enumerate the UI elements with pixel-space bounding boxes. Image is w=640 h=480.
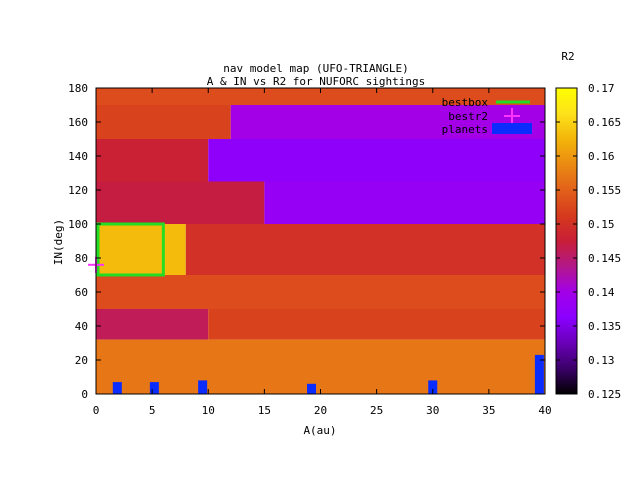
heatmap-cell [96, 224, 186, 275]
legend-label-planets: planets [442, 123, 488, 136]
colorbar-tick-label: 0.16 [588, 150, 615, 163]
y-tick-label: 0 [81, 388, 88, 401]
y-tick-label: 140 [68, 150, 88, 163]
heatmap-cell [96, 275, 545, 309]
y-tick-label: 100 [68, 218, 88, 231]
colorbar: R2 0.1250.130.1350.140.1450.150.1550.160… [555, 50, 621, 401]
planet-bar [112, 382, 122, 394]
heatmap-cell [96, 181, 265, 224]
x-axis-label: A(au) [303, 424, 336, 437]
heatmap-cell [264, 181, 545, 224]
x-tick-label: 15 [258, 404, 271, 417]
planet-bar [534, 354, 544, 394]
planet-bar [428, 380, 438, 394]
y-tick-label: 80 [75, 252, 88, 265]
y-axis-label: IN(deg) [52, 219, 65, 265]
colorbar-tick-label: 0.165 [588, 116, 621, 129]
x-tick-label: 10 [202, 404, 215, 417]
colorbar-tick-label: 0.17 [588, 82, 615, 95]
planet-bar [149, 382, 159, 394]
x-tick-label: 5 [149, 404, 156, 417]
heatmap-cells [96, 88, 546, 394]
heatmap-cell [208, 139, 545, 182]
heatmap-cell [96, 139, 209, 182]
legend-label-bestbox: bestbox [442, 96, 489, 109]
x-tick-label: 30 [426, 404, 439, 417]
chart-title-line-2: A & IN vs R2 for NUFORC sightings [207, 75, 426, 88]
x-tick-label: 35 [482, 404, 495, 417]
colorbar-label: R2 [561, 50, 574, 63]
y-tick-label: 20 [75, 354, 88, 367]
legend-swatch-bestr2 [504, 108, 520, 124]
x-tick-label: 40 [538, 404, 551, 417]
x-tick-label: 20 [314, 404, 327, 417]
colorbar-gradient [555, 87, 578, 395]
colorbar-tick-label: 0.15 [588, 218, 615, 231]
x-tick-label: 25 [370, 404, 383, 417]
heatmap-plot-area [88, 87, 546, 395]
y-tick-label: 160 [68, 116, 88, 129]
colorbar-tick-label: 0.14 [588, 286, 615, 299]
heatmap-cell [96, 339, 545, 394]
y-tick-label: 60 [75, 286, 88, 299]
colorbar-tick-label: 0.155 [588, 184, 621, 197]
y-tick-label: 40 [75, 320, 88, 333]
colorbar-ticks: 0.125 0.13 0.135 0.14 0.145 0.15 0.155 0.16 0.16… [556, 82, 621, 401]
colorbar-tick-label: 0.135 [588, 320, 621, 333]
planet-bar [198, 380, 208, 394]
legend-label-bestr2: bestr2 [448, 110, 488, 123]
x-tick-label: 0 [93, 404, 100, 417]
colorbar-tick-label: 0.125 [588, 388, 621, 401]
y-axis-ticks: 0 20 40 60 80 100 120 140 160 180 [68, 82, 545, 401]
x-axis-ticks: 0 5 10 15 20 25 30 35 40 [93, 88, 552, 417]
heatmap-cell [96, 105, 231, 139]
planet-bar [307, 383, 317, 394]
y-tick-label: 180 [68, 82, 88, 95]
heatmap-cell [185, 224, 546, 275]
colorbar-tick-label: 0.145 [588, 252, 621, 265]
legend-swatch-planets [492, 123, 532, 134]
heatmap-cell [208, 309, 545, 340]
colorbar-tick-label: 0.13 [588, 354, 615, 367]
bestbox-rect [96, 222, 165, 277]
chart-title-line-1: nav model map (UFO-TRIANGLE) [223, 62, 408, 75]
heatmap-cell [96, 309, 209, 340]
y-tick-label: 120 [68, 184, 88, 197]
